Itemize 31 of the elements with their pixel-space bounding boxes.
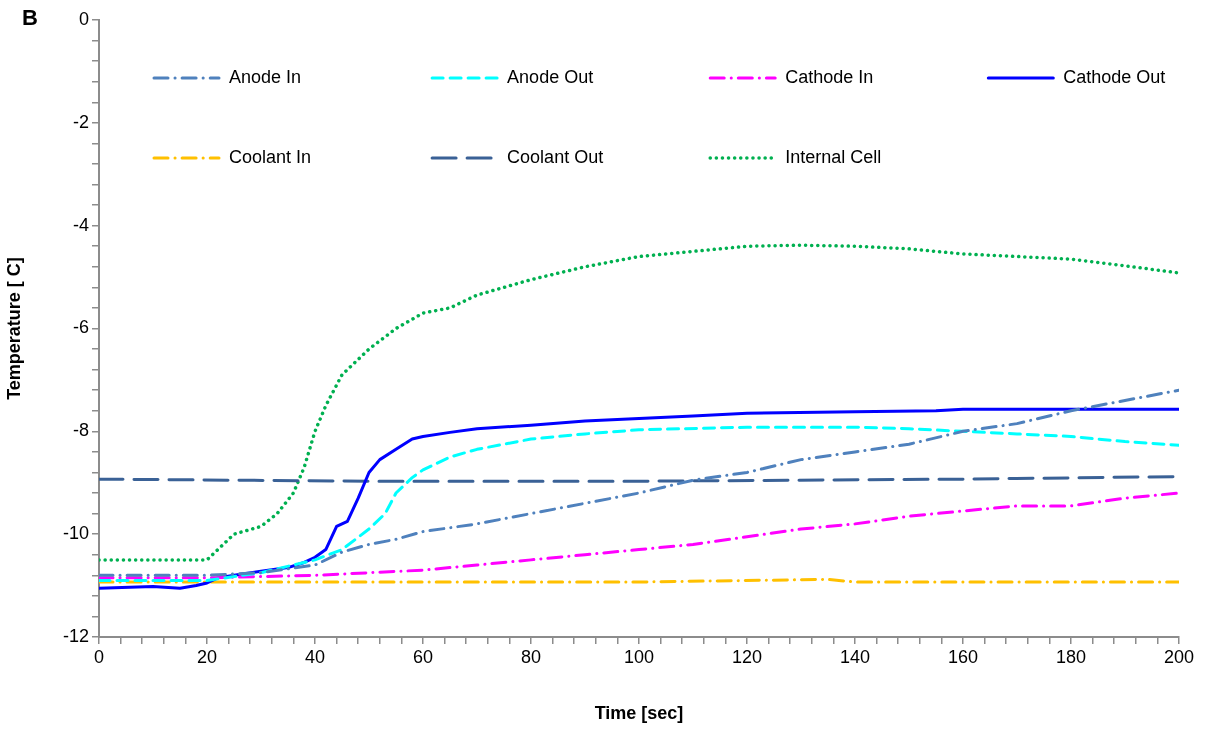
x-axis-title: Time [sec] — [594, 703, 684, 724]
x-tick-label: 80 — [520, 646, 542, 667]
legend-label: Coolant In — [229, 146, 312, 167]
y-tick-label: -6 — [72, 317, 89, 338]
y-tick-label: -2 — [72, 111, 89, 132]
legend-label: Coolant Out — [507, 146, 604, 167]
legend-label: Anode In — [229, 66, 302, 87]
line-series — [99, 243, 1179, 562]
y-tick-label: -8 — [72, 420, 89, 441]
y-axis-title: Temperature [ C] — [3, 257, 24, 400]
legend-label: Internal Cell — [785, 146, 882, 167]
x-tick-label: 60 — [412, 646, 434, 667]
legend-label: Cathode In — [785, 66, 874, 87]
line-series — [99, 388, 1179, 577]
x-tick-label: 200 — [1163, 646, 1195, 667]
x-tick-label: 0 — [93, 646, 105, 667]
y-tick-label: -12 — [62, 625, 89, 646]
text: B — [22, 5, 38, 31]
y-tick-label: 0 — [78, 8, 89, 29]
x-tick-label: 40 — [304, 646, 326, 667]
legend-label: Cathode Out — [1063, 66, 1166, 87]
y-tick-label: -4 — [72, 214, 89, 235]
x-tick-label: 120 — [731, 646, 763, 667]
y-tick-label: -10 — [62, 523, 89, 544]
x-tick-label: 160 — [947, 646, 979, 667]
x-tick-label: 100 — [623, 646, 655, 667]
x-tick-label: 140 — [839, 646, 871, 667]
line-series — [99, 491, 1179, 580]
legend-label: Anode Out — [507, 66, 594, 87]
x-tick-label: 180 — [1055, 646, 1087, 667]
x-tick-label: 20 — [196, 646, 218, 667]
